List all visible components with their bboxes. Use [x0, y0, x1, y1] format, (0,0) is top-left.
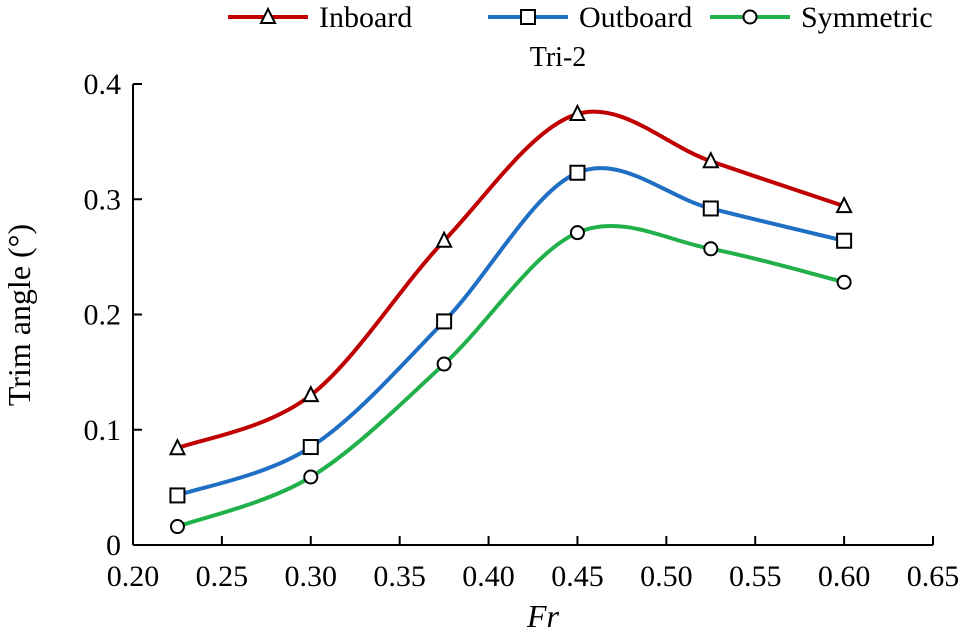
x-tick-label: 0.65	[907, 560, 960, 593]
series-line-outboard	[176, 166, 845, 498]
legend-marker-inboard	[259, 6, 277, 24]
y-axis-title: Trim angle (°)	[1, 224, 37, 406]
y-ticks: 0 0.1 0.2 0.3 0.4	[84, 68, 142, 562]
data-point-symmetric	[569, 225, 585, 241]
x-tick-label: 0.60	[818, 560, 871, 593]
series-lines	[176, 109, 845, 529]
data-point-inboard	[168, 437, 187, 456]
x-axis-title: Fr	[526, 598, 560, 634]
x-tick-label: 0.55	[729, 560, 782, 593]
data-point-outboard	[169, 487, 186, 504]
x-tick-label: 0.25	[196, 560, 249, 593]
data-point-inboard	[702, 150, 720, 169]
y-tick-label: 0.4	[84, 68, 122, 101]
legend-label-inboard: Inboard	[319, 1, 412, 34]
x-tick-label: 0.35	[373, 560, 426, 593]
data-point-inboard	[835, 195, 853, 214]
y-tick-label: 0.3	[84, 183, 122, 216]
series-markers	[168, 103, 853, 535]
data-point-symmetric	[836, 274, 852, 290]
series-line-symmetric	[176, 223, 845, 529]
x-tick-label: 0.20	[107, 560, 160, 593]
legend-label-symmetric: Symmetric	[801, 1, 933, 34]
series-line-inboard	[176, 109, 845, 451]
data-point-inboard	[302, 384, 320, 403]
data-point-outboard	[436, 313, 453, 330]
legend-marker-outboard	[520, 9, 536, 25]
axes	[132, 84, 933, 546]
data-point-symmetric	[303, 469, 319, 485]
x-tick-label: 0.50	[640, 560, 693, 593]
data-point-outboard	[702, 200, 719, 217]
data-point-inboard	[568, 103, 587, 121]
x-tick-label: 0.40	[462, 560, 515, 593]
y-tick-label: 0.2	[84, 299, 122, 332]
data-point-outboard	[836, 232, 853, 249]
legend-label-outboard: Outboard	[579, 1, 692, 34]
x-tick-label: 0.45	[551, 560, 604, 593]
y-tick-label: 0.1	[84, 414, 122, 447]
legend-marker-symmetric	[742, 9, 758, 25]
legend: Inboard Outboard Symmetric	[228, 1, 933, 34]
chart-title: Tri-2	[530, 42, 587, 73]
data-point-outboard	[569, 164, 586, 181]
data-point-inboard	[435, 230, 453, 248]
data-point-symmetric	[169, 519, 185, 535]
data-point-outboard	[302, 439, 319, 456]
y-tick-label: 0	[106, 529, 121, 562]
data-point-symmetric	[436, 356, 452, 372]
data-point-symmetric	[703, 241, 719, 257]
x-ticks: 0.20 0.25 0.30 0.35 0.40 0.45 0.50 0.55 0.60 0.65	[107, 536, 960, 593]
x-tick-label: 0.30	[285, 560, 338, 593]
